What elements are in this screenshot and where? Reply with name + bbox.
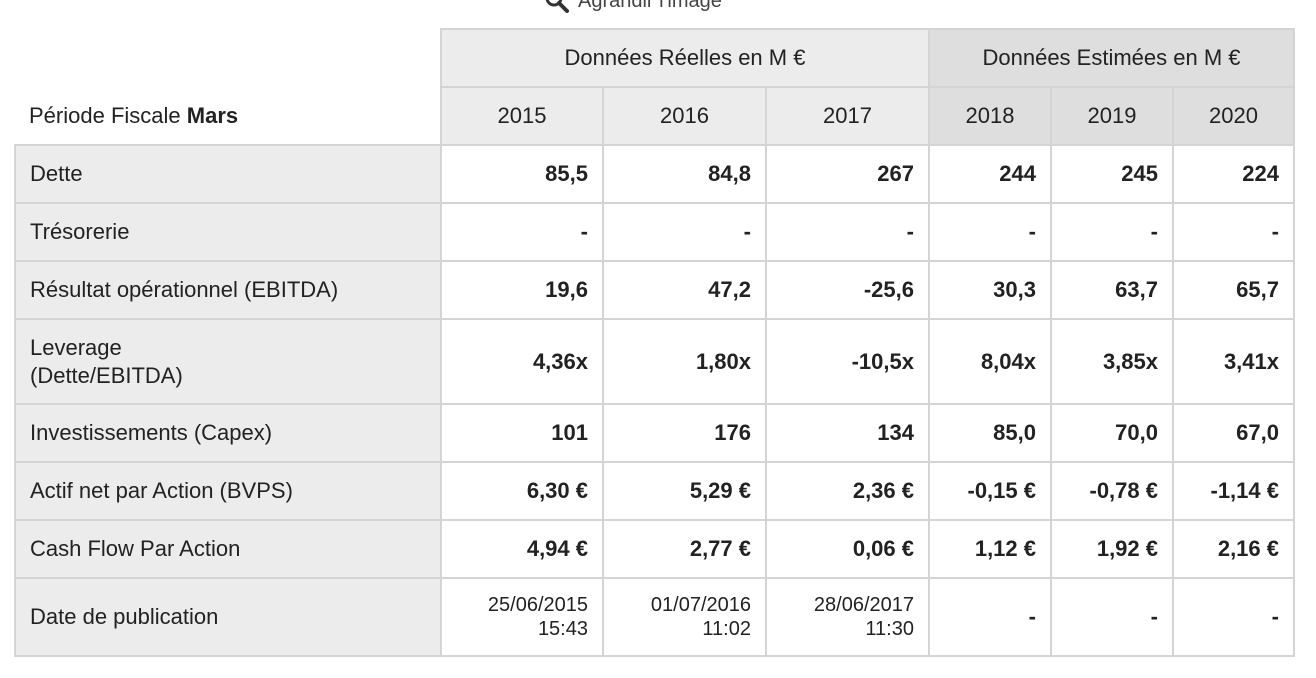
value-cell: 63,7: [1050, 260, 1174, 320]
value-cell: -25,6: [765, 260, 930, 320]
row-label-line: Leverage: [30, 334, 122, 360]
value-cell: -1,14 €: [1172, 461, 1295, 521]
value-cell: 267: [765, 144, 930, 204]
value-cell: -10,5x: [765, 318, 930, 405]
row-label: Trésorerie: [14, 202, 442, 262]
value-cell: 47,2: [602, 260, 767, 320]
table-row-capex: Investissements (Capex) 101 176 134 85,0…: [14, 403, 1295, 463]
value-cell: 244: [928, 144, 1052, 204]
value-cell: -: [928, 577, 1052, 657]
row-label: Dette: [14, 144, 442, 204]
value-cell: 101: [440, 403, 604, 463]
year-header: 2015: [440, 86, 604, 146]
value-cell: 3,85x: [1050, 318, 1174, 405]
publication-date: 28/06/2017: [813, 594, 914, 616]
top-strip: Agrandir l'image: [0, 0, 1316, 14]
value-cell: 4,36x: [440, 318, 604, 405]
value-cell: 85,5: [440, 144, 604, 204]
publication-date-cell: 25/06/2015 15:43: [440, 577, 604, 657]
value-cell: 176: [602, 403, 767, 463]
value-cell: 65,7: [1172, 260, 1295, 320]
publication-time: 11:30: [865, 618, 914, 640]
group-header-estimated: Données Estimées en M €: [928, 28, 1295, 88]
value-cell: 85,0: [928, 403, 1052, 463]
year-header: 2016: [602, 86, 767, 146]
table-row-ebitda: Résultat opérationnel (EBITDA) 19,6 47,2…: [14, 260, 1295, 320]
row-label: Investissements (Capex): [14, 403, 442, 463]
value-cell: 1,92 €: [1050, 519, 1174, 579]
value-cell: 224: [1172, 144, 1295, 204]
value-cell: 5,29 €: [602, 461, 767, 521]
blank-cell: [15, 29, 441, 87]
value-cell: 2,16 €: [1172, 519, 1295, 579]
publication-time: 11:02: [702, 618, 751, 640]
table-row-bvps: Actif net par Action (BVPS) 6,30 € 5,29 …: [14, 461, 1295, 521]
period-label: Période Fiscale: [29, 102, 181, 128]
value-cell: -0,78 €: [1050, 461, 1174, 521]
row-label: Résultat opérationnel (EBITDA): [14, 260, 442, 320]
group-header-row: Données Réelles en M € Données Estimées …: [15, 28, 1295, 88]
row-label: Actif net par Action (BVPS): [14, 461, 442, 521]
financial-table: Données Réelles en M € Données Estimées …: [14, 28, 1295, 657]
row-label-line: (Dette/EBITDA): [30, 362, 183, 388]
year-header: 2020: [1172, 86, 1295, 146]
value-cell: 1,12 €: [928, 519, 1052, 579]
magnifier-icon: [544, 0, 570, 14]
period-header: Période Fiscale Mars: [15, 87, 441, 146]
value-cell: -: [602, 202, 767, 262]
value-cell: -: [1172, 577, 1295, 657]
table-row-dette: Dette 85,5 84,8 267 244 245 224: [14, 144, 1295, 204]
publication-time: 15:43: [537, 618, 588, 640]
table-row-leverage: Leverage (Dette/EBITDA) 4,36x 1,80x -10,5…: [14, 318, 1295, 405]
year-header-row: Période Fiscale Mars 2015 2016 2017 2018…: [15, 86, 1295, 146]
value-cell: -: [765, 202, 930, 262]
table-row-cash-flow: Cash Flow Par Action 4,94 € 2,77 € 0,06 …: [14, 519, 1295, 579]
value-cell: 6,30 €: [440, 461, 604, 521]
year-header: 2018: [928, 86, 1052, 146]
value-cell: -: [440, 202, 604, 262]
publication-date: 25/06/2015: [487, 594, 588, 616]
value-cell: -: [1172, 202, 1295, 262]
table-row-tresorerie: Trésorerie - - - - - -: [14, 202, 1295, 262]
table-row-publication: Date de publication 25/06/2015 15:43 01/0…: [14, 577, 1295, 657]
value-cell: 2,77 €: [602, 519, 767, 579]
zoom-label: Agrandir l'image: [578, 0, 722, 12]
publication-date-cell: 28/06/2017 11:30: [765, 577, 930, 657]
value-cell: 3,41x: [1172, 318, 1295, 405]
year-header: 2019: [1050, 86, 1174, 146]
value-cell: 8,04x: [928, 318, 1052, 405]
value-cell: 4,94 €: [440, 519, 604, 579]
row-label: Cash Flow Par Action: [14, 519, 442, 579]
value-cell: 0,06 €: [765, 519, 930, 579]
value-cell: -: [1050, 202, 1174, 262]
value-cell: -: [1050, 577, 1174, 657]
publication-date-cell: 01/07/2016 11:02: [602, 577, 767, 657]
value-cell: 134: [765, 403, 930, 463]
value-cell: 19,6: [440, 260, 604, 320]
value-cell: -0,15 €: [928, 461, 1052, 521]
value-cell: 2,36 €: [765, 461, 930, 521]
value-cell: 245: [1050, 144, 1174, 204]
value-cell: -: [928, 202, 1052, 262]
value-cell: 70,0: [1050, 403, 1174, 463]
value-cell: 84,8: [602, 144, 767, 204]
group-header-real: Données Réelles en M €: [440, 28, 930, 88]
year-header: 2017: [765, 86, 930, 146]
zoom-link[interactable]: Agrandir l'image: [544, 0, 722, 14]
period-value: Mars: [186, 102, 239, 128]
value-cell: 67,0: [1172, 403, 1295, 463]
value-cell: 30,3: [928, 260, 1052, 320]
row-label: Leverage (Dette/EBITDA): [14, 318, 442, 405]
publication-date: 01/07/2016: [650, 594, 751, 616]
value-cell: 1,80x: [602, 318, 767, 405]
row-label: Date de publication: [14, 577, 442, 657]
